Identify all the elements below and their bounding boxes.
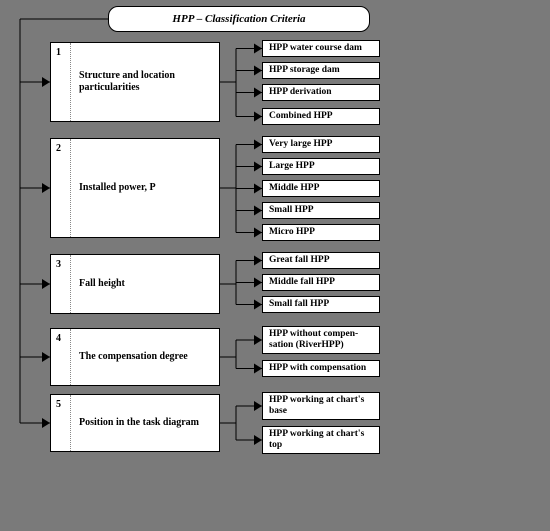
- item-box: Large HPP: [262, 158, 380, 175]
- category-number: 2: [51, 139, 71, 237]
- category-number: 4: [51, 329, 71, 385]
- category-box: 2Installed power, P: [50, 138, 220, 238]
- item-box: Great fall HPP: [262, 252, 380, 269]
- category-box: 4The compensation degree: [50, 328, 220, 386]
- item-box: HPP with compensation: [262, 360, 380, 377]
- item-box: Small HPP: [262, 202, 380, 219]
- category-label: Installed power, P: [71, 139, 219, 237]
- item-box: Middle HPP: [262, 180, 380, 197]
- category-box: 1Structure and location particularities: [50, 42, 220, 122]
- item-box: HPP working at chart's base: [262, 392, 380, 420]
- item-box: HPP water course dam: [262, 40, 380, 57]
- item-box: Micro HPP: [262, 224, 380, 241]
- item-box: Combined HPP: [262, 108, 380, 125]
- item-box: HPP working at chart's top: [262, 426, 380, 454]
- item-box: HPP without compen-sation (RiverHPP): [262, 326, 380, 354]
- category-label: The compensation degree: [71, 329, 219, 385]
- category-number: 5: [51, 395, 71, 451]
- item-box: Middle fall HPP: [262, 274, 380, 291]
- item-box: Small fall HPP: [262, 296, 380, 313]
- category-label: Structure and location particularities: [71, 43, 219, 121]
- item-box: HPP derivation: [262, 84, 380, 101]
- category-box: 3Fall height: [50, 254, 220, 314]
- category-box: 5Position in the task diagram: [50, 394, 220, 452]
- category-label: Position in the task diagram: [71, 395, 219, 451]
- item-box: HPP storage dam: [262, 62, 380, 79]
- category-number: 3: [51, 255, 71, 313]
- category-label: Fall height: [71, 255, 219, 313]
- title-box: HPP – Classification Criteria: [108, 6, 370, 32]
- category-number: 1: [51, 43, 71, 121]
- item-box: Very large HPP: [262, 136, 380, 153]
